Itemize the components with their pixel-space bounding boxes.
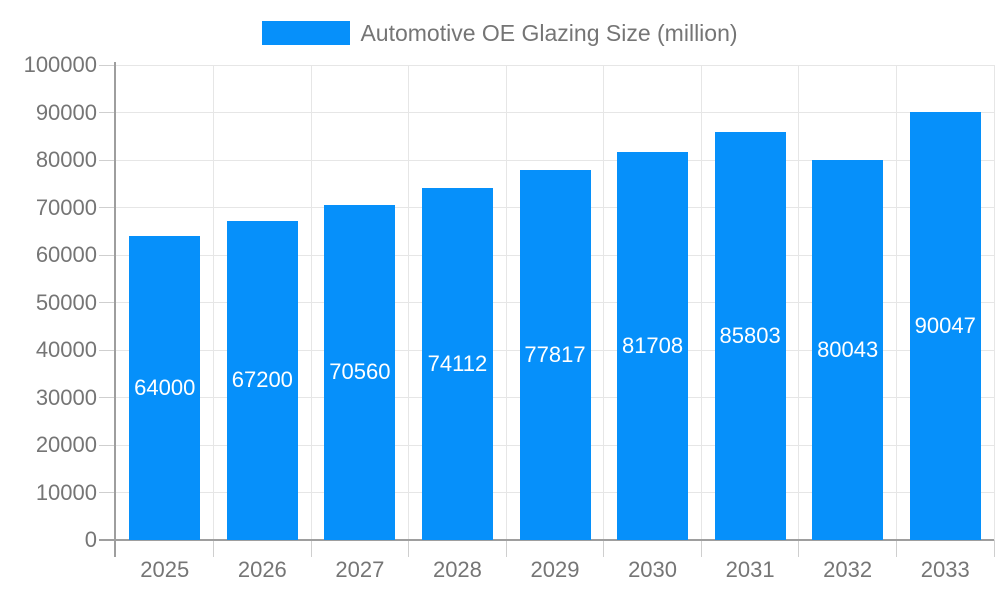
x-axis-tick [408,540,410,557]
v-gridline [310,65,312,540]
y-axis-tick [99,254,116,256]
x-axis-tick [213,540,215,557]
y-axis-label: 80000 [35,147,97,172]
y-axis-label: 70000 [35,194,97,220]
bar-label-wrap: 90047 [910,112,981,540]
v-gridline [603,65,605,540]
x-axis-label: 2030 [628,557,678,582]
h-gridline [116,64,994,66]
bar-label-wrap: 85803 [715,132,786,540]
y-axis-tick [99,207,116,208]
y-axis-label: 40000 [35,337,97,362]
x-axis-label: 2025 [140,557,190,582]
bar-value-label: 70560 [329,359,391,385]
bar-value-label: 77817 [524,342,586,368]
y-axis-label: 20000 [35,432,97,457]
bar: 67200 [226,220,298,540]
y-axis-label: 100000 [23,52,97,77]
y-axis-label: 10000 [35,479,97,505]
y-axis-label: 30000 [35,384,97,410]
y-axis-tick [99,302,116,303]
x-axis-tick [993,540,995,557]
v-gridline [993,65,995,540]
x-axis-tick [505,540,507,557]
v-gridline [505,65,507,540]
y-axis-label: 90000 [35,99,97,125]
h-gridline [116,159,994,161]
y-axis-label: 50000 [35,289,97,315]
x-axis-line [99,539,994,541]
bar: 74112 [421,187,493,540]
bar-value-label: 90047 [914,313,976,339]
y-axis-label: 0 [84,527,97,552]
h-gridline [116,112,994,113]
bar-value-label: 80043 [817,336,879,362]
legend-swatch [262,21,351,45]
x-axis-label: 2031 [725,557,775,582]
y-axis-tick [99,397,116,398]
y-axis-tick [99,64,116,66]
x-axis-label: 2028 [432,557,482,582]
x-axis-label: 2026 [237,557,287,582]
x-axis-label: 2032 [823,557,873,582]
y-axis-tick [99,112,116,113]
bar: 80043 [812,159,884,540]
bar-value-label: 64000 [134,375,196,400]
x-axis-label: 2033 [920,557,970,582]
x-axis-tick [895,540,897,557]
bar-label-wrap: 74112 [422,188,493,540]
bar-label-wrap: 67200 [227,221,298,540]
bar-value-label: 81708 [621,332,684,358]
y-axis-tick [99,349,116,351]
v-gridline [798,65,800,540]
y-axis-line [114,62,116,557]
bar: 70560 [324,204,396,540]
x-axis-label: 2029 [530,557,580,582]
v-gridline [408,65,410,540]
bar: 81708 [617,151,689,540]
y-axis-label: 60000 [35,242,97,267]
legend: Automotive OE Glazing Size (million) [0,20,1000,46]
bar-label-wrap: 70560 [324,205,395,540]
y-axis-tick [99,492,116,493]
bar: 85803 [714,132,786,540]
bar: 77817 [519,170,591,540]
bar-value-label: 85803 [719,323,781,349]
v-gridline [895,65,897,540]
v-gridline [213,65,215,540]
bar-value-label: 74112 [427,350,488,376]
bar-label-wrap: 77817 [520,170,591,540]
bar-label-wrap: 80043 [812,160,883,540]
x-axis-tick [310,540,312,557]
legend-label: Automotive OE Glazing Size (million) [360,20,738,46]
y-axis-tick [99,159,116,161]
bar-label-wrap: 64000 [129,236,200,540]
y-axis-tick [99,444,116,446]
x-axis-tick [700,540,702,557]
bar-label-wrap: 81708 [617,152,688,540]
v-gridline [700,65,702,540]
bar: 90047 [909,112,981,540]
bar-value-label: 67200 [231,367,293,393]
x-axis-tick [798,540,800,557]
x-axis-tick [603,540,605,557]
x-axis-label: 2027 [335,557,385,582]
bar: 64000 [129,236,201,540]
